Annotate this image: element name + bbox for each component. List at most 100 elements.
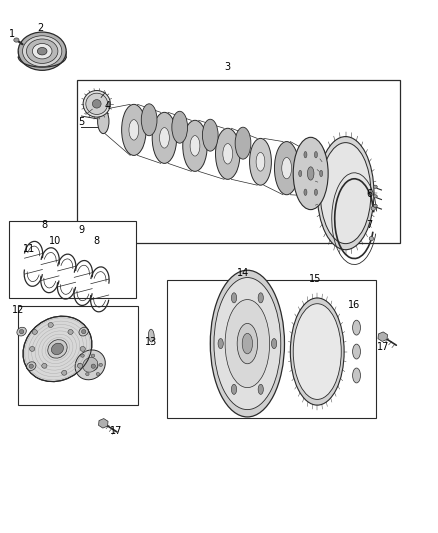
Ellipse shape <box>210 270 285 417</box>
Text: 6: 6 <box>367 189 373 199</box>
Ellipse shape <box>83 358 98 372</box>
Ellipse shape <box>81 354 84 357</box>
Ellipse shape <box>42 364 47 368</box>
Ellipse shape <box>85 373 89 376</box>
Ellipse shape <box>371 206 375 211</box>
Polygon shape <box>378 332 388 342</box>
Ellipse shape <box>190 135 200 156</box>
Ellipse shape <box>23 316 92 382</box>
Ellipse shape <box>32 44 52 59</box>
Ellipse shape <box>237 324 258 364</box>
Ellipse shape <box>86 93 108 115</box>
Text: 17: 17 <box>110 426 123 437</box>
Ellipse shape <box>91 364 95 368</box>
Ellipse shape <box>141 104 157 136</box>
Ellipse shape <box>250 139 272 185</box>
Ellipse shape <box>91 354 95 357</box>
Ellipse shape <box>26 362 36 370</box>
Text: 8: 8 <box>41 220 47 230</box>
Ellipse shape <box>304 189 307 196</box>
Ellipse shape <box>373 204 377 207</box>
Ellipse shape <box>80 346 85 351</box>
Ellipse shape <box>290 298 344 405</box>
Ellipse shape <box>29 346 35 351</box>
Ellipse shape <box>83 91 110 117</box>
Ellipse shape <box>314 151 318 158</box>
Ellipse shape <box>88 362 98 370</box>
Bar <box>18 306 138 405</box>
Ellipse shape <box>369 237 374 241</box>
Text: 7: 7 <box>367 220 373 230</box>
Ellipse shape <box>148 329 154 342</box>
Ellipse shape <box>256 152 265 171</box>
Ellipse shape <box>183 120 207 171</box>
Ellipse shape <box>22 36 62 67</box>
Ellipse shape <box>17 327 26 336</box>
Ellipse shape <box>19 329 24 334</box>
Ellipse shape <box>293 138 328 209</box>
Polygon shape <box>99 418 108 428</box>
Ellipse shape <box>314 189 318 196</box>
Text: 12: 12 <box>12 305 25 315</box>
Ellipse shape <box>304 151 307 158</box>
Ellipse shape <box>231 384 237 394</box>
Ellipse shape <box>79 327 88 336</box>
Text: 15: 15 <box>309 274 321 284</box>
Text: 13: 13 <box>145 337 157 347</box>
Ellipse shape <box>159 127 170 148</box>
Ellipse shape <box>307 167 314 180</box>
Ellipse shape <box>258 293 263 303</box>
Text: 3: 3 <box>225 62 231 72</box>
Text: 9: 9 <box>78 225 85 236</box>
Ellipse shape <box>75 350 105 380</box>
Text: 16: 16 <box>348 300 360 310</box>
Ellipse shape <box>307 165 314 182</box>
Ellipse shape <box>215 128 240 179</box>
Ellipse shape <box>129 120 139 140</box>
Ellipse shape <box>317 136 374 249</box>
Ellipse shape <box>99 364 102 367</box>
Ellipse shape <box>78 364 81 367</box>
Ellipse shape <box>258 384 263 394</box>
Ellipse shape <box>202 119 218 151</box>
Ellipse shape <box>172 111 187 143</box>
Ellipse shape <box>353 368 360 383</box>
Ellipse shape <box>78 364 83 368</box>
Ellipse shape <box>320 170 323 176</box>
Ellipse shape <box>353 320 360 335</box>
Ellipse shape <box>37 47 47 55</box>
Ellipse shape <box>301 151 320 196</box>
Ellipse shape <box>242 333 253 354</box>
Ellipse shape <box>32 329 37 334</box>
Ellipse shape <box>14 38 19 42</box>
Ellipse shape <box>18 32 66 70</box>
Ellipse shape <box>62 370 67 375</box>
Ellipse shape <box>68 329 73 334</box>
Ellipse shape <box>353 344 360 359</box>
Text: 10: 10 <box>49 236 61 246</box>
Ellipse shape <box>373 185 377 188</box>
Ellipse shape <box>272 338 277 349</box>
Ellipse shape <box>26 39 58 63</box>
Ellipse shape <box>96 373 100 376</box>
Ellipse shape <box>48 322 53 327</box>
Ellipse shape <box>282 158 292 179</box>
Text: 11: 11 <box>23 245 35 254</box>
Ellipse shape <box>373 195 377 198</box>
Ellipse shape <box>48 340 67 358</box>
Ellipse shape <box>81 329 86 334</box>
Text: 1: 1 <box>9 29 14 39</box>
Ellipse shape <box>122 104 146 156</box>
Text: 5: 5 <box>78 117 85 127</box>
Ellipse shape <box>92 100 101 108</box>
Bar <box>77 80 400 243</box>
Ellipse shape <box>235 127 251 159</box>
Ellipse shape <box>29 364 33 368</box>
Ellipse shape <box>320 143 371 244</box>
Ellipse shape <box>299 170 302 176</box>
Ellipse shape <box>293 304 341 399</box>
Bar <box>10 221 136 298</box>
Text: 2: 2 <box>37 23 43 34</box>
Bar <box>166 280 376 418</box>
Ellipse shape <box>98 109 109 134</box>
